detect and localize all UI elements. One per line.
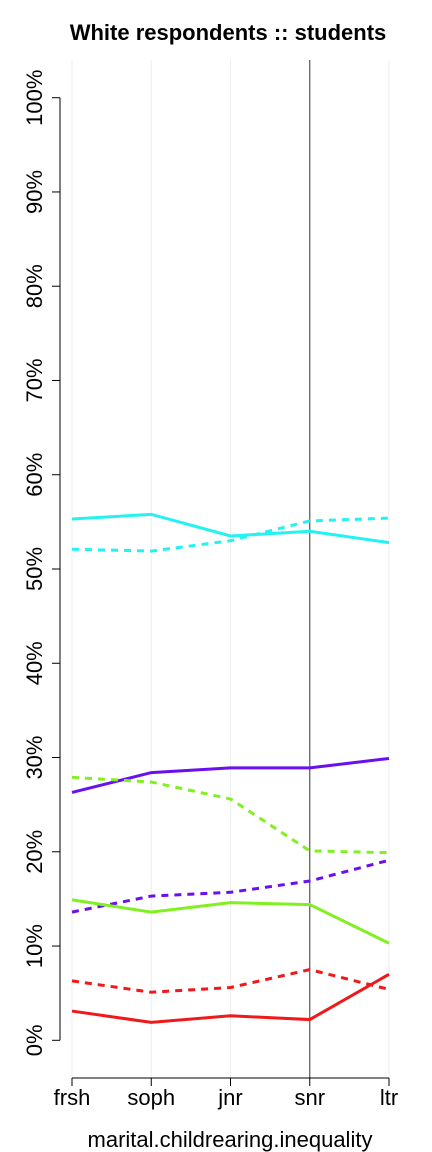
- y-tick-label: 0%: [22, 1024, 47, 1056]
- series-line: [71, 898, 390, 945]
- series-line: [71, 516, 390, 553]
- y-tick-label: 80%: [22, 264, 47, 308]
- y-tick-label: 30%: [22, 735, 47, 779]
- y-tick-label: 20%: [22, 830, 47, 874]
- series-line: [71, 973, 390, 1024]
- y-tick-label: 100%: [22, 70, 47, 126]
- series-line: [71, 775, 390, 855]
- y-tick-label: 50%: [22, 547, 47, 591]
- y-tick-label: 10%: [22, 924, 47, 968]
- series-line: [71, 858, 390, 914]
- y-tick-label: 90%: [22, 170, 47, 214]
- x-axis-label: marital.childrearing.inequality: [88, 1127, 373, 1152]
- series-line: [71, 968, 390, 994]
- y-tick-label: 70%: [22, 358, 47, 402]
- series-line: [71, 512, 390, 545]
- y-tick-label: 40%: [22, 641, 47, 685]
- x-tick-label: soph: [127, 1085, 175, 1110]
- x-tick-label: ltr: [380, 1085, 398, 1110]
- y-tick-label: 60%: [22, 453, 47, 497]
- x-tick-label: jnr: [217, 1085, 242, 1110]
- x-tick-label: frsh: [54, 1085, 91, 1110]
- chart-title: White respondents :: students: [70, 20, 387, 45]
- x-tick-label: snr: [294, 1085, 325, 1110]
